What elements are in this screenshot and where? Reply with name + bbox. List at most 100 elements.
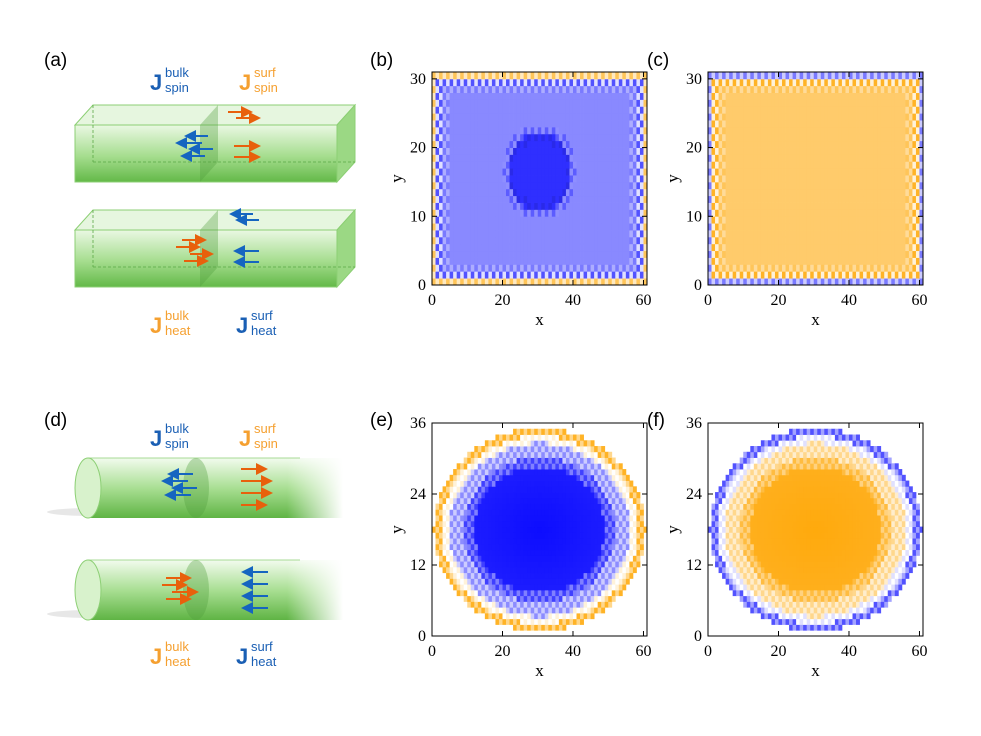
svg-text:surf: surf (251, 639, 273, 654)
svg-text:heat: heat (251, 323, 277, 338)
bar-1 (73, 103, 357, 184)
y-tick-label: 0 (418, 277, 426, 294)
x-tick-label: 60 (911, 643, 927, 660)
y-tick-label: 10 (410, 208, 426, 225)
svg-text:J: J (236, 644, 248, 669)
y-tick-label: 10 (686, 208, 702, 225)
panel-a-diagram: J bulk spin J surf spin (73, 65, 357, 338)
svg-text:J: J (239, 426, 251, 451)
heatmap-c: 0 20 40 60 0 10 20 30 x y (663, 71, 927, 329)
y-tick-label: 0 (418, 628, 426, 645)
axes-frame (431, 422, 648, 637)
x-tick-label: 0 (428, 643, 436, 660)
svg-text:spin: spin (165, 80, 189, 95)
heatmap-cells (432, 428, 648, 631)
svg-text:bulk: bulk (165, 65, 189, 80)
svg-text:heat: heat (165, 654, 191, 669)
x-tick-label: 60 (635, 643, 651, 660)
x-axis-label: x (535, 310, 544, 329)
svg-text:spin: spin (254, 436, 278, 451)
x-axis-label: x (535, 661, 544, 680)
y-tick-label: 24 (410, 486, 426, 503)
panel-label-b: (b) (370, 50, 393, 71)
heatmap-b: 0 20 40 60 0 10 20 30 x y (387, 71, 651, 329)
x-tick-label: 40 (565, 292, 581, 309)
x-tick-label: 20 (494, 643, 510, 660)
svg-text:bulk: bulk (165, 421, 189, 436)
svg-text:spin: spin (165, 436, 189, 451)
y-tick-label: 36 (686, 415, 702, 432)
panel-label-f: (f) (647, 410, 665, 431)
x-tick-label: 60 (635, 292, 651, 309)
x-tick-label: 20 (494, 292, 510, 309)
y-tick-label: 30 (686, 71, 702, 88)
y-tick-label: 12 (410, 557, 426, 574)
x-tick-label: 60 (911, 292, 927, 309)
y-tick-label: 12 (686, 557, 702, 574)
svg-text:surf: surf (254, 65, 276, 80)
cylinder-2-arrows (162, 566, 268, 614)
svg-text:surf: surf (254, 421, 276, 436)
label-j-heat-surf-a: J surf heat (236, 308, 277, 338)
svg-text:J: J (150, 70, 162, 95)
heatmap-f: 0 20 40 60 0 12 24 36 x y (663, 415, 927, 680)
x-tick-label: 0 (428, 292, 436, 309)
panel-d-diagram: J bulk spin J surf spin (47, 421, 343, 669)
svg-text:bulk: bulk (165, 639, 189, 654)
y-tick-label: 0 (694, 628, 702, 645)
x-tick-label: 40 (841, 643, 857, 660)
y-tick-label: 20 (410, 140, 426, 157)
cylinder-2 (47, 559, 343, 621)
svg-text:J: J (236, 313, 248, 338)
panel-label-e: (e) (370, 410, 393, 431)
panel-label-c: (c) (647, 50, 669, 71)
bar-1-arrows (175, 106, 261, 163)
cylinder-1-arrows (161, 463, 273, 511)
panel-label-a: (a) (44, 50, 67, 71)
x-axis-label: x (811, 310, 820, 329)
x-tick-label: 40 (841, 292, 857, 309)
x-tick-label: 40 (565, 643, 581, 660)
x-axis-label: x (811, 661, 820, 680)
svg-text:bulk: bulk (165, 308, 189, 323)
panel-label-d: (d) (44, 410, 67, 431)
svg-text:heat: heat (165, 323, 191, 338)
y-tick-label: 20 (686, 140, 702, 157)
y-tick-label: 24 (686, 486, 702, 503)
axes-frame (431, 71, 648, 286)
heatmap-e: 0 20 40 60 0 12 24 36 x y (387, 415, 651, 680)
heatmap-cells (708, 428, 924, 631)
x-tick-label: 0 (704, 643, 712, 660)
y-axis-label: y (387, 174, 406, 183)
svg-text:J: J (150, 644, 162, 669)
svg-text:heat: heat (251, 654, 277, 669)
axes-frame (707, 422, 924, 637)
x-tick-label: 20 (770, 292, 786, 309)
svg-text:J: J (239, 70, 251, 95)
svg-text:J: J (150, 313, 162, 338)
label-j-heat-bulk-d: J bulk heat (150, 639, 191, 669)
label-j-heat-surf-d: J surf heat (236, 639, 277, 669)
y-axis-label: y (663, 525, 682, 534)
label-j-spin-surf-a: J surf spin (239, 65, 278, 95)
heatmap-cells (708, 72, 924, 286)
svg-text:surf: surf (251, 308, 273, 323)
label-j-spin-bulk-d: J bulk spin (150, 421, 189, 451)
heatmap-cells (432, 72, 648, 286)
cylinder-1 (47, 457, 343, 519)
label-j-heat-bulk-a: J bulk heat (150, 308, 191, 338)
axes-frame (707, 71, 924, 286)
label-j-spin-surf-d: J surf spin (239, 421, 278, 451)
svg-text:spin: spin (254, 80, 278, 95)
x-tick-label: 0 (704, 292, 712, 309)
y-tick-label: 36 (410, 415, 426, 432)
bar-2-arrows (176, 208, 259, 268)
x-tick-label: 20 (770, 643, 786, 660)
y-tick-label: 30 (410, 71, 426, 88)
y-axis-label: y (387, 525, 406, 534)
label-j-spin-bulk-a: J bulk spin (150, 65, 189, 95)
svg-text:J: J (150, 426, 162, 451)
bar-2 (73, 208, 357, 289)
y-tick-label: 0 (694, 277, 702, 294)
